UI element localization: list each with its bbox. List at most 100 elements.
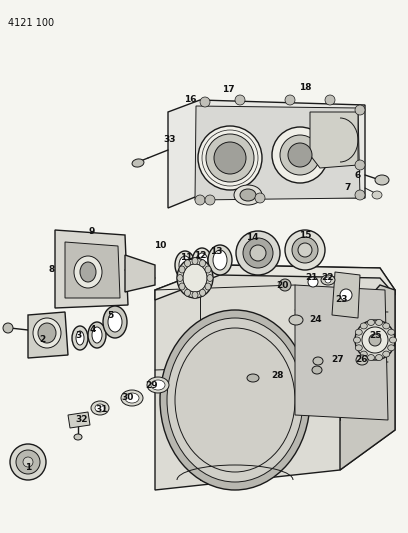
Ellipse shape [91, 401, 109, 415]
Polygon shape [310, 112, 358, 168]
Ellipse shape [355, 105, 365, 115]
Polygon shape [155, 265, 395, 490]
Ellipse shape [92, 327, 102, 343]
Ellipse shape [285, 230, 325, 270]
Ellipse shape [325, 95, 335, 105]
Ellipse shape [292, 237, 318, 263]
Ellipse shape [192, 292, 198, 298]
Ellipse shape [355, 320, 395, 360]
Ellipse shape [208, 245, 232, 275]
Ellipse shape [375, 319, 383, 326]
Polygon shape [55, 230, 128, 308]
Ellipse shape [369, 334, 381, 346]
Text: 14: 14 [246, 233, 258, 243]
Ellipse shape [272, 127, 328, 183]
Text: 33: 33 [164, 135, 176, 144]
Ellipse shape [388, 345, 395, 351]
Ellipse shape [308, 277, 318, 287]
Ellipse shape [390, 337, 397, 343]
Ellipse shape [213, 250, 227, 270]
Ellipse shape [184, 260, 191, 267]
Ellipse shape [289, 315, 303, 325]
Text: 11: 11 [180, 254, 192, 262]
Ellipse shape [179, 256, 191, 274]
Ellipse shape [76, 331, 84, 345]
Text: 22: 22 [322, 273, 334, 282]
Ellipse shape [183, 264, 207, 292]
Text: 3: 3 [75, 330, 81, 340]
Ellipse shape [247, 374, 259, 382]
Ellipse shape [355, 190, 365, 200]
Ellipse shape [312, 366, 322, 374]
Text: 4121 100: 4121 100 [8, 18, 54, 28]
Ellipse shape [179, 266, 185, 273]
Text: 18: 18 [299, 84, 311, 93]
Ellipse shape [362, 327, 388, 353]
Text: 26: 26 [356, 356, 368, 365]
Text: 8: 8 [49, 265, 55, 274]
Ellipse shape [167, 318, 303, 482]
Ellipse shape [368, 319, 375, 326]
Polygon shape [332, 272, 360, 318]
Ellipse shape [200, 97, 210, 107]
Ellipse shape [72, 326, 88, 350]
Ellipse shape [240, 189, 256, 201]
Ellipse shape [33, 318, 61, 348]
Ellipse shape [235, 95, 245, 105]
Ellipse shape [95, 404, 105, 412]
Ellipse shape [288, 143, 312, 167]
Ellipse shape [198, 126, 262, 190]
Ellipse shape [195, 195, 205, 205]
Ellipse shape [151, 380, 165, 390]
Ellipse shape [192, 257, 198, 264]
Ellipse shape [125, 393, 139, 403]
Ellipse shape [325, 277, 331, 283]
Polygon shape [65, 242, 120, 298]
Ellipse shape [88, 322, 106, 348]
Ellipse shape [205, 283, 211, 290]
Ellipse shape [132, 159, 144, 167]
Ellipse shape [10, 444, 46, 480]
Text: 28: 28 [272, 370, 284, 379]
Ellipse shape [375, 175, 389, 185]
Ellipse shape [200, 260, 206, 267]
Ellipse shape [184, 289, 191, 296]
Text: 16: 16 [184, 95, 196, 104]
Ellipse shape [388, 329, 395, 335]
Ellipse shape [355, 345, 362, 351]
Ellipse shape [80, 262, 96, 282]
Text: 15: 15 [299, 231, 311, 240]
Text: 24: 24 [310, 316, 322, 325]
Ellipse shape [177, 258, 213, 298]
Ellipse shape [205, 195, 215, 205]
Text: 4: 4 [90, 326, 96, 335]
Ellipse shape [207, 274, 213, 281]
Ellipse shape [285, 95, 295, 105]
Ellipse shape [250, 245, 266, 261]
Polygon shape [168, 100, 365, 208]
Text: 12: 12 [194, 251, 206, 260]
Ellipse shape [360, 351, 367, 357]
Ellipse shape [355, 160, 365, 170]
Ellipse shape [121, 390, 143, 406]
Text: 6: 6 [355, 171, 361, 180]
Ellipse shape [74, 434, 82, 440]
Ellipse shape [383, 351, 390, 357]
Text: 9: 9 [89, 228, 95, 237]
Text: 13: 13 [210, 247, 222, 256]
Ellipse shape [192, 248, 212, 276]
Text: 17: 17 [222, 85, 234, 94]
Ellipse shape [383, 323, 390, 329]
Text: 1: 1 [25, 464, 31, 472]
Ellipse shape [108, 312, 122, 332]
Ellipse shape [177, 274, 183, 281]
Ellipse shape [356, 355, 368, 365]
Text: 29: 29 [146, 381, 158, 390]
Ellipse shape [179, 283, 185, 290]
Ellipse shape [38, 323, 56, 343]
Text: 5: 5 [107, 311, 113, 319]
Ellipse shape [175, 251, 195, 279]
Text: 31: 31 [96, 406, 108, 415]
Ellipse shape [200, 289, 206, 296]
Ellipse shape [16, 450, 40, 474]
